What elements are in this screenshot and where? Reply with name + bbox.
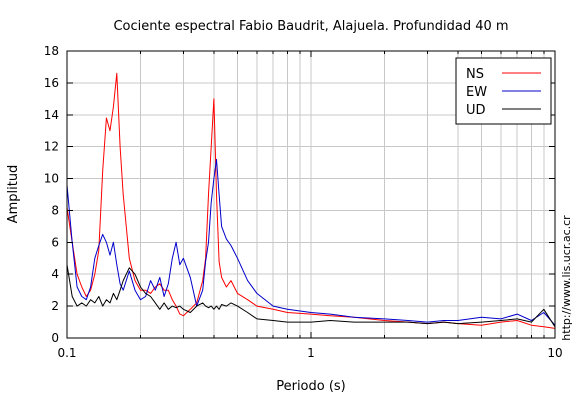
side-url-text: http://www.lis.ucr.ac.cr bbox=[560, 215, 573, 341]
y-axis-label: Amplitud bbox=[6, 165, 21, 224]
legend-label-ud: UD bbox=[466, 103, 486, 118]
y-tick-label: 14 bbox=[44, 108, 59, 122]
series-line-ud bbox=[66, 264, 556, 328]
axis-ticks bbox=[66, 50, 555, 339]
x-tick-label: 10 bbox=[547, 346, 562, 360]
x-tick-label: 0.1 bbox=[57, 346, 76, 360]
y-tick-label: 10 bbox=[44, 172, 59, 186]
legend-label-ew: EW bbox=[466, 85, 487, 100]
series-group bbox=[66, 72, 556, 329]
y-tick-label: 8 bbox=[51, 203, 59, 217]
y-tick-label: 2 bbox=[51, 299, 59, 313]
chart-title: Cociente espectral Fabio Baudrit, Alajue… bbox=[113, 19, 508, 34]
x-axis-label: Periodo (s) bbox=[276, 379, 346, 394]
y-tick-label: 12 bbox=[44, 140, 59, 154]
x-tick-label: 1 bbox=[307, 346, 315, 360]
y-tick-label: 16 bbox=[44, 76, 59, 90]
series-line-ns bbox=[66, 72, 556, 329]
legend-label-ns: NS bbox=[466, 67, 484, 82]
y-tick-label: 0 bbox=[51, 331, 59, 345]
y-tick-label: 18 bbox=[44, 44, 59, 58]
axis-tick-labels: 0 2 4 6 8 10 12 14 16 18 0.1 1 10 bbox=[44, 44, 563, 360]
legend: NS EW UD bbox=[455, 57, 552, 125]
y-tick-label: 4 bbox=[51, 267, 59, 281]
y-tick-label: 6 bbox=[51, 235, 59, 249]
